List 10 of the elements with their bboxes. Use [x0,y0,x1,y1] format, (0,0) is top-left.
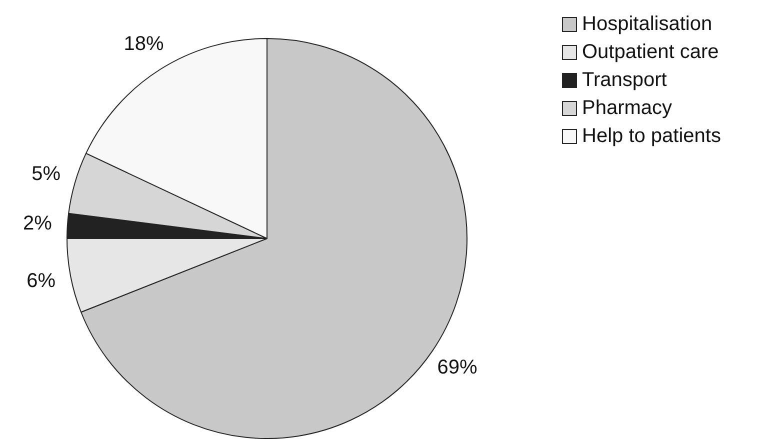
data-label: 2% [23,212,52,235]
data-label: 18% [124,32,164,55]
legend-label: Outpatient care [582,40,719,65]
data-label: 5% [32,162,61,185]
data-label: 69% [437,356,478,378]
data-label: 6% [26,270,56,292]
legend-label: Help to patients [582,124,721,149]
legend-label: Hospitalisation [582,12,712,37]
legend-label: Transport [582,68,667,93]
legend-label: Pharmacy [582,96,672,121]
